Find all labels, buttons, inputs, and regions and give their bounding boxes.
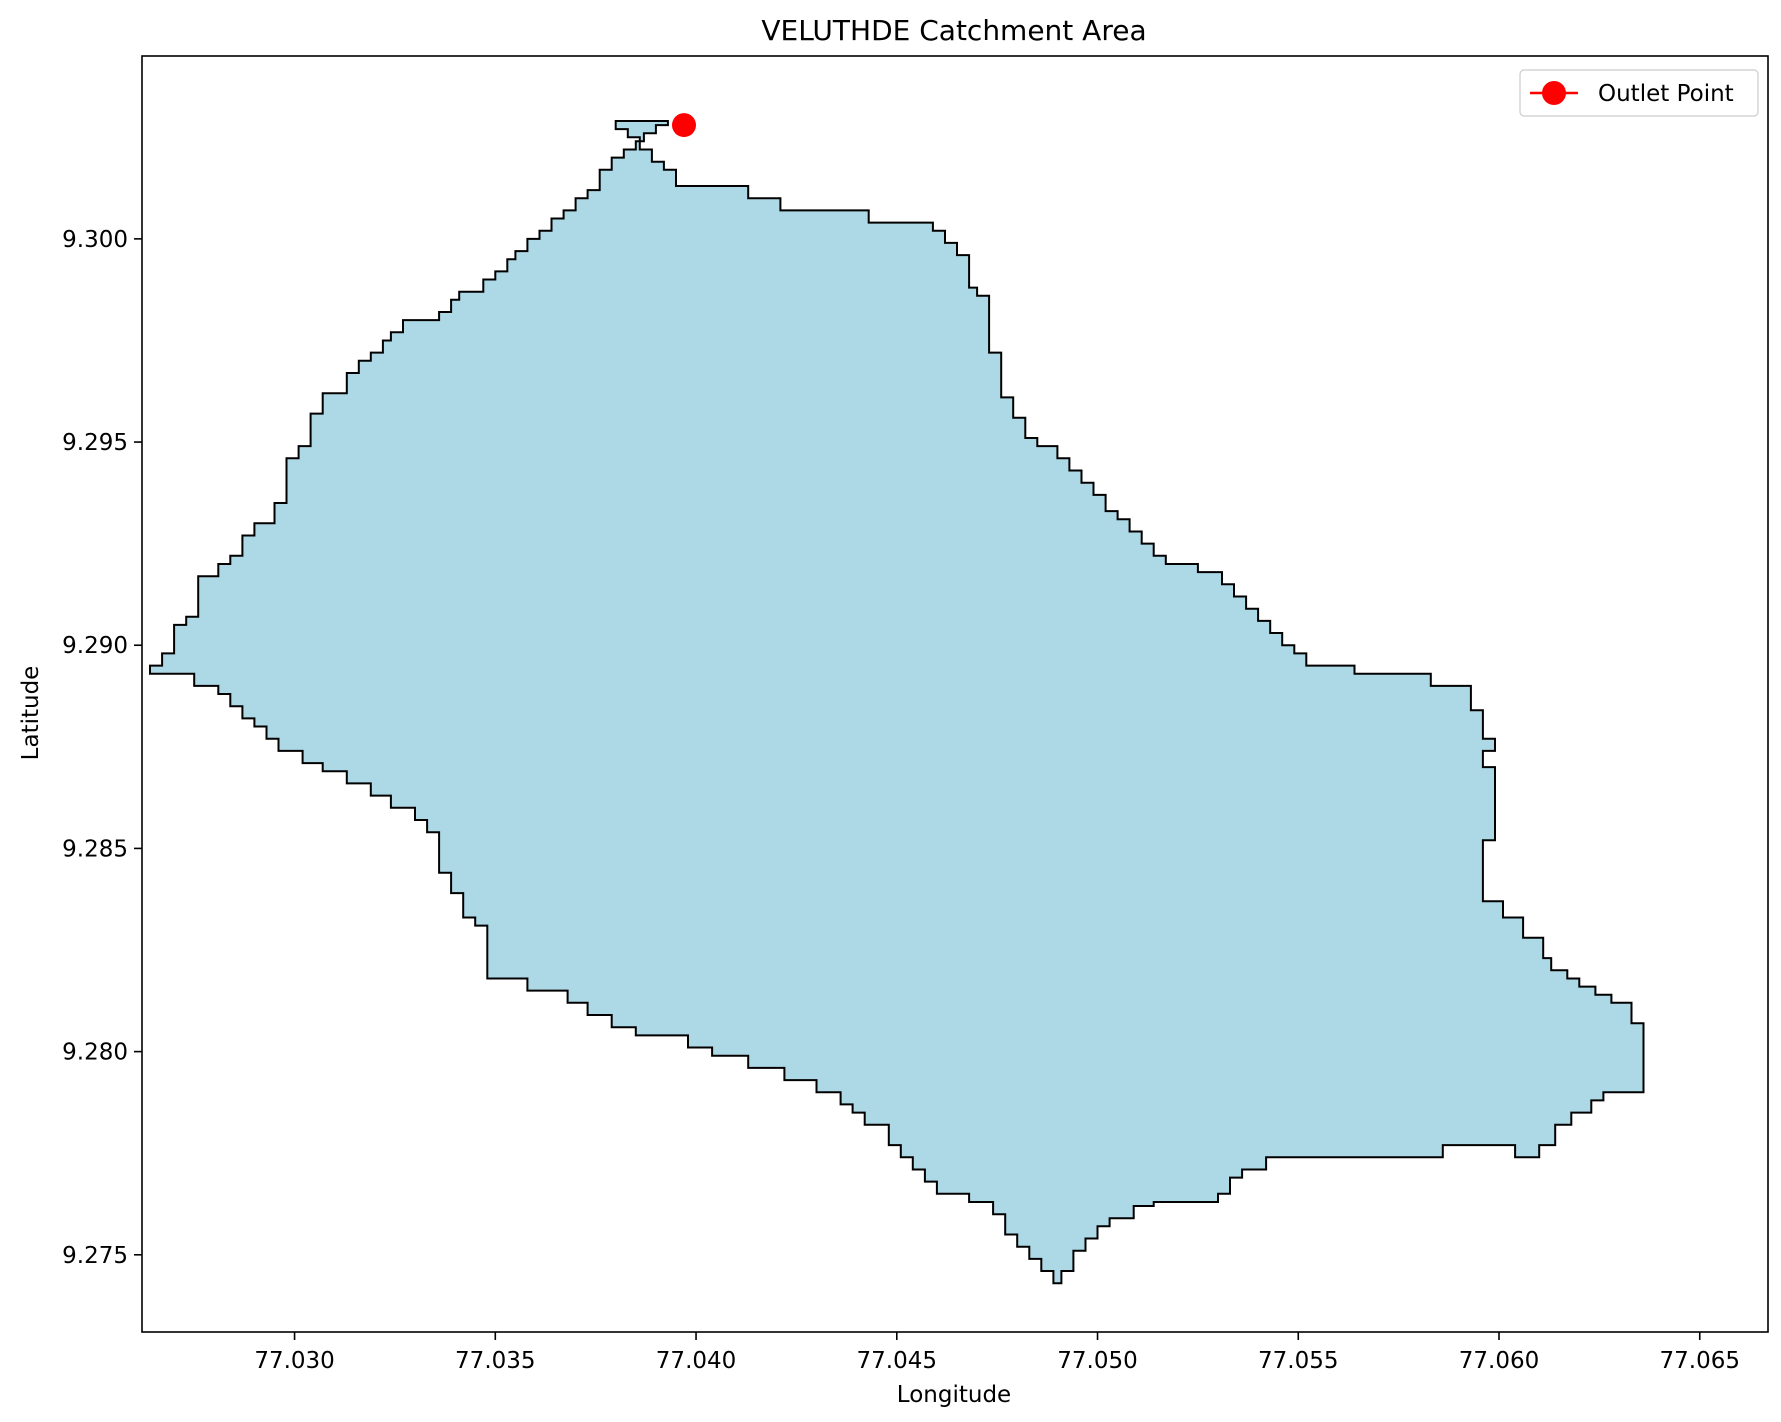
x-tick-label: 77.065 bbox=[1660, 1348, 1740, 1374]
axes-frame bbox=[141, 55, 1769, 1333]
outlet-point-marker bbox=[672, 113, 696, 138]
y-axis-label: Latitude bbox=[18, 666, 44, 761]
legend-marker bbox=[1542, 81, 1566, 105]
x-tick-label: 77.040 bbox=[656, 1348, 736, 1374]
x-tick-label: 77.050 bbox=[1057, 1348, 1137, 1374]
x-tick-label: 77.045 bbox=[857, 1348, 937, 1374]
legend-label: Outlet Point bbox=[1598, 81, 1734, 107]
y-tick-label: 9.300 bbox=[62, 227, 128, 253]
y-tick-label: 9.275 bbox=[62, 1243, 128, 1269]
x-tick-label: 77.055 bbox=[1258, 1348, 1338, 1374]
axes: 77.030 77.035 77.040 77.045 77.050 77.055 77.0… bbox=[62, 55, 1769, 1374]
chart-title: VELUTHDE Catchment Area bbox=[761, 14, 1146, 47]
y-tick-label: 9.295 bbox=[62, 430, 128, 456]
x-axis-label: Longitude bbox=[897, 1382, 1011, 1408]
x-tick-label: 77.035 bbox=[455, 1348, 535, 1374]
x-tick-label: 77.030 bbox=[254, 1348, 334, 1374]
y-tick-label: 9.280 bbox=[62, 1040, 128, 1066]
plot-area bbox=[149, 113, 1645, 1285]
catchment-polygon bbox=[149, 120, 1645, 1285]
y-tick-label: 9.285 bbox=[62, 836, 128, 862]
y-tick-label: 9.290 bbox=[62, 633, 128, 659]
x-tick-label: 77.060 bbox=[1459, 1348, 1539, 1374]
legend-box bbox=[1519, 69, 1759, 117]
legend: Outlet Point bbox=[1519, 69, 1759, 117]
